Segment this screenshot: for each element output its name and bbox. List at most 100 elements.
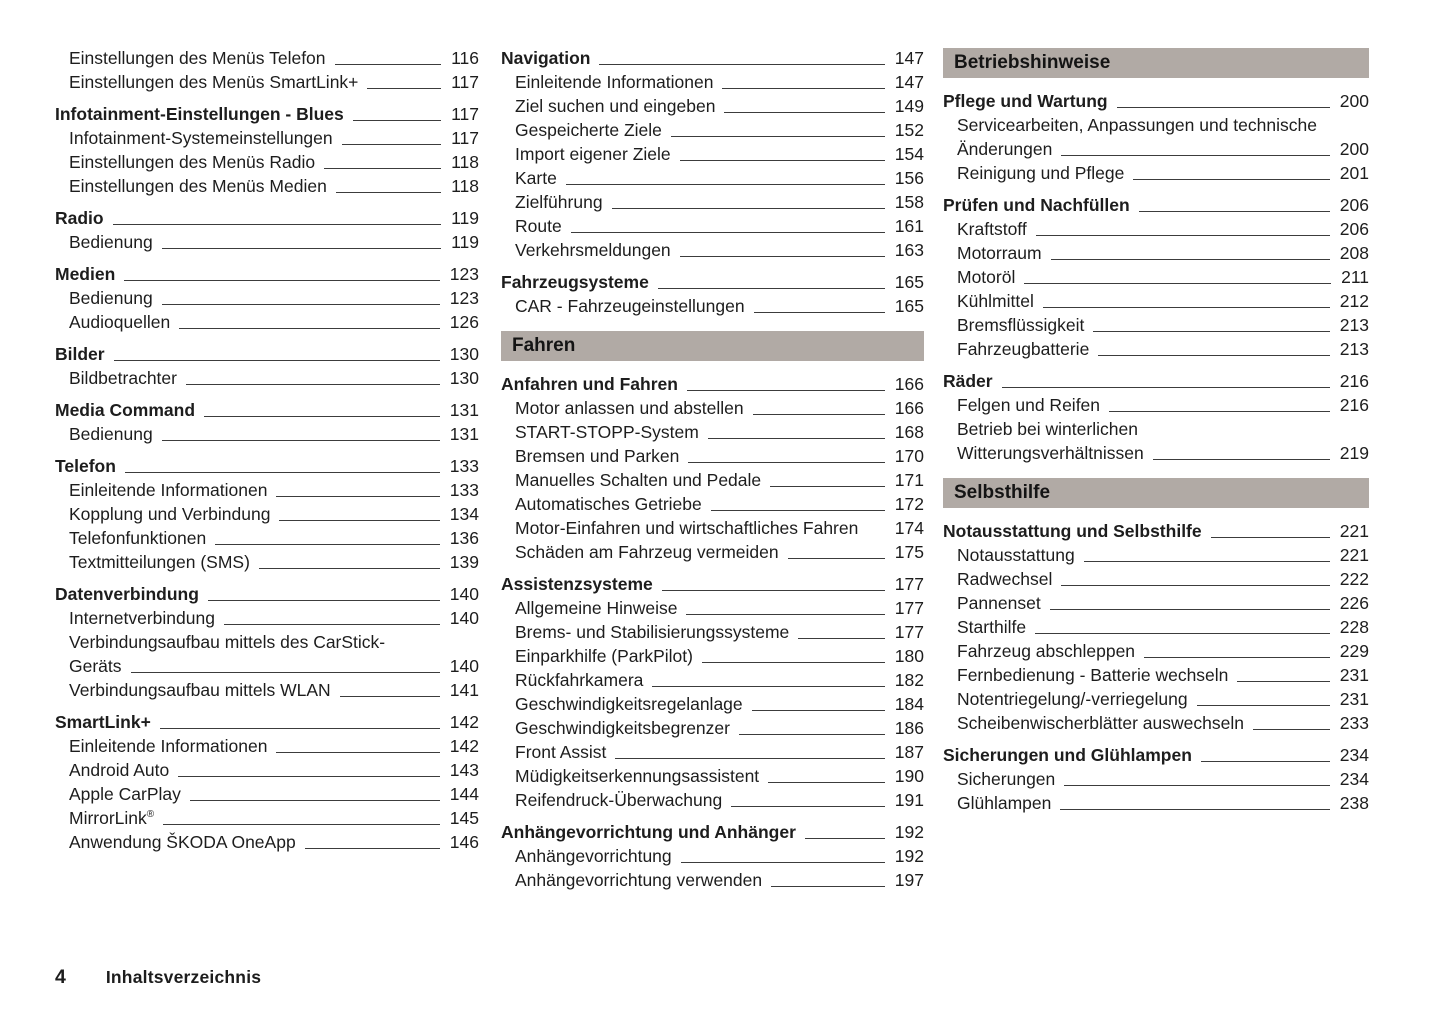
toc-entry-label: Bedienung: [69, 424, 153, 444]
toc-entry-label: Android Auto: [69, 760, 170, 780]
page-number: 145: [449, 808, 479, 828]
page-number: 123: [449, 264, 479, 284]
leader-line: [1098, 355, 1330, 356]
toc-entry-label: START-STOPP-System: [515, 422, 699, 442]
toc-entry-label: Manuelles Schalten und Pedale: [515, 470, 762, 490]
toc-entry: Medien 123: [55, 262, 479, 286]
toc-entry: Bremsflüssigkeit 213: [943, 313, 1369, 337]
leader-line: [1060, 809, 1330, 810]
page-number: 165: [894, 272, 924, 292]
toc-entry-label: Geschwindigkeitsregelanlage: [515, 694, 743, 714]
toc-entry-label: Telefon: [55, 456, 116, 476]
toc-group: Prüfen und Nachfüllen 206 Kraftstoff 206 Mot…: [943, 193, 1369, 361]
page-number: 133: [449, 456, 479, 476]
toc-group: Navigation 147 Einleitende Informationen 14…: [501, 46, 924, 262]
toc-entry-label: Reifendruck-Überwachung: [515, 790, 723, 810]
toc-entry: START-STOPP-System 168: [501, 420, 924, 444]
leader-line: [679, 160, 885, 161]
toc-entry-label: Brems- und Stabilisierungssysteme: [515, 622, 790, 642]
toc-entry: Fahrzeugsysteme 165: [501, 270, 924, 294]
page-number: 222: [1339, 569, 1369, 589]
leader-line: [599, 64, 885, 65]
leader-line: [1196, 705, 1330, 706]
page-number: 136: [449, 528, 479, 548]
toc-entry: Schäden am Fahrzeug vermeiden 175: [501, 540, 924, 564]
leader-line: [738, 734, 885, 735]
toc-entry: Änderungen 200: [943, 137, 1369, 161]
leader-line: [1050, 259, 1330, 260]
toc-entry: Einstellungen des Menüs Telefon 116: [55, 46, 479, 70]
page-number: 130: [449, 344, 479, 364]
toc-entry: Anhängevorrichtung und Anhänger 192: [501, 820, 924, 844]
toc-entry: Glühlampen 238: [943, 791, 1369, 815]
page-number: 166: [894, 398, 924, 418]
leader-line: [680, 862, 885, 863]
toc-entry-label: Prüfen und Nachfüllen: [943, 195, 1130, 215]
page-number: 152: [894, 120, 924, 140]
page-number: 141: [449, 680, 479, 700]
toc-entry: Pannenset 226: [943, 591, 1369, 615]
toc-entry-label: Reinigung und Pflege: [957, 163, 1125, 183]
toc-group: Telefon 133 Einleitende Informationen 133 Ko…: [55, 454, 479, 574]
leader-line: [1001, 387, 1330, 388]
page-number: 134: [449, 504, 479, 524]
leader-line: [787, 558, 885, 559]
toc-entry-label: Änderungen: [957, 139, 1053, 159]
leader-line: [1061, 585, 1330, 586]
leader-line: [163, 824, 440, 825]
page-number: 146: [449, 832, 479, 852]
leader-line: [611, 208, 885, 209]
page-number: 216: [1339, 395, 1369, 415]
toc-entry-label: Pannenset: [957, 593, 1041, 613]
leader-line: [1144, 657, 1330, 658]
toc-entry-label: Infotainment-Systemeinstellungen: [69, 128, 333, 148]
leader-line: [178, 776, 440, 777]
toc-entry: Verkehrsmeldungen 163: [501, 238, 924, 262]
page-number: 170: [894, 446, 924, 466]
toc-entry: Fahrzeugbatterie 213: [943, 337, 1369, 361]
toc-entry-label: Kopplung und Verbindung: [69, 504, 271, 524]
leader-line: [276, 496, 440, 497]
page-number: 147: [894, 48, 924, 68]
toc-entry: Media Command 131: [55, 398, 479, 422]
page-number: 158: [894, 192, 924, 212]
page-number: 140: [449, 584, 479, 604]
page-number: 168: [894, 422, 924, 442]
leader-line: [124, 472, 440, 473]
page-number: 144: [449, 784, 479, 804]
toc-entry-label: Allgemeine Hinweise: [515, 598, 678, 618]
toc-entry: Reinigung und Pflege 201: [943, 161, 1369, 185]
page-number: 154: [894, 144, 924, 164]
page-number: 213: [1339, 315, 1369, 335]
section-banner: Fahren: [501, 331, 924, 361]
page-number: 156: [894, 168, 924, 188]
toc-entry: Einparkhilfe (ParkPilot) 180: [501, 644, 924, 668]
toc-entry-label: Anhängevorrichtung verwenden: [515, 870, 763, 890]
toc-entry: Anwendung ŠKODA OneApp 146: [55, 830, 479, 854]
toc-entry: Einstellungen des Menüs SmartLink+ 117: [55, 70, 479, 94]
page-number: 229: [1339, 641, 1369, 661]
leader-line: [752, 414, 885, 415]
toc-entry-label: Bilder: [55, 344, 105, 364]
toc-group: Pflege und Wartung 200 Servicearbeiten, An…: [943, 89, 1369, 185]
page-number: 200: [1339, 139, 1369, 159]
toc-entry: Bedienung 123: [55, 286, 479, 310]
toc-group: Medien 123 Bedienung 123 Audioquellen 126: [55, 262, 479, 334]
page-number: 190: [894, 766, 924, 786]
leader-line: [1200, 761, 1330, 762]
page-number: 186: [894, 718, 924, 738]
toc-column-2: Navigation 147 Einleitende Informationen 14…: [501, 46, 924, 900]
leader-line: [688, 462, 885, 463]
section-banner: Selbsthilfe: [943, 478, 1369, 508]
leader-line: [1237, 681, 1330, 682]
toc-entry-label: Internetverbindung: [69, 608, 215, 628]
toc-entry-label: Bremsen und Parken: [515, 446, 680, 466]
toc-entry: Route 161: [501, 214, 924, 238]
toc-entry: Betrieb bei winterlichen: [943, 417, 1369, 441]
toc-entry-label: Betrieb bei winterlichen: [957, 419, 1138, 439]
toc-entry: Gespeicherte Ziele 152: [501, 118, 924, 142]
page-number: 174: [894, 518, 924, 538]
page-number: 139: [449, 552, 479, 572]
leader-line: [798, 638, 885, 639]
leader-line: [215, 544, 440, 545]
